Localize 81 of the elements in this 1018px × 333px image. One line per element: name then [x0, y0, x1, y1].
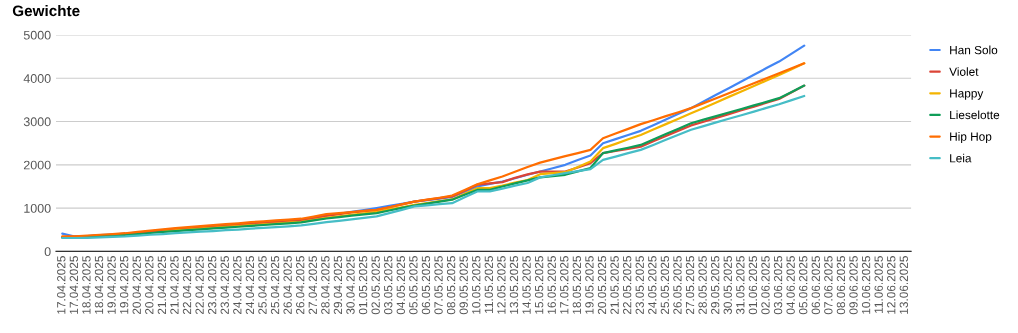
chart-title: Gewichte	[12, 5, 80, 17]
x-tick-label: 23.04.2025	[220, 256, 229, 315]
x-tick-label: 19.04.2025	[107, 256, 116, 314]
x-tick-label: 24.04.2025	[245, 256, 255, 315]
x-tick-label: 23.05.2025	[635, 256, 644, 315]
x-tick-label: 18.04.2025	[94, 256, 104, 314]
x-tick-label: 21.04.2025	[157, 256, 167, 315]
legend-label: Happy	[950, 89, 984, 100]
x-tick-label: 27.05.2025	[685, 256, 695, 315]
x-tick-label: 29.04.2025	[333, 256, 343, 315]
x-tick-label: 21.05.2025	[610, 256, 619, 315]
x-tick-label: 18.05.2025	[572, 256, 582, 314]
legend-label: Violet	[949, 67, 979, 76]
x-tick-label: 01.06.2025	[748, 256, 758, 315]
x-tick-label: 23.04.2025	[207, 256, 217, 315]
x-tick-label: 19.05.2025	[585, 256, 594, 314]
x-tick-label: 20.04.2025	[132, 256, 141, 315]
y-tick-label: 0	[44, 247, 51, 257]
x-tick-label: 11.06.2025	[874, 256, 883, 313]
x-tick-label: 01.05.2025	[358, 256, 368, 315]
x-tick-label: 03.05.2025	[384, 256, 393, 315]
x-tick-label: 09.06.2025	[849, 256, 858, 315]
x-tick-label: 10.05.2025	[472, 256, 481, 314]
y-tick-label: 4000	[23, 74, 51, 83]
x-tick-label: 26.04.2025	[296, 256, 305, 315]
x-tick-label: 14.05.2025	[522, 256, 531, 314]
x-tick-label: 06.05.2025	[421, 256, 431, 315]
y-tick-label: 3000	[23, 117, 51, 127]
x-tick-label: 22.04.2025	[195, 256, 204, 315]
x-tick-label: 27.04.2025	[308, 256, 317, 315]
legend-label: Han Solo	[950, 45, 998, 55]
x-tick-label: 20.04.2025	[145, 256, 154, 315]
x-tick-label: 04.06.2025	[786, 256, 795, 315]
x-tick-label: 26.04.2025	[283, 256, 292, 315]
x-tick-label: 15.05.2025	[534, 256, 544, 314]
x-tick-label: 25.05.2025	[660, 256, 670, 315]
x-tick-label: 12.05.2025	[497, 256, 506, 314]
x-tick-label: 28.04.2025	[321, 256, 330, 315]
x-tick-label: 03.06.2025	[773, 256, 783, 315]
x-tick-label: 20.05.2025	[597, 256, 607, 315]
x-tick-label: 09.05.2025	[459, 256, 468, 315]
x-tick-label: 22.05.2025	[622, 256, 632, 315]
x-tick-label: 30.04.2025	[346, 256, 355, 315]
x-tick-label: 19.04.2025	[119, 256, 129, 314]
x-tick-label: 22.04.2025	[182, 256, 192, 315]
x-tick-label: 10.06.2025	[861, 256, 871, 314]
x-tick-label: 16.05.2025	[547, 256, 556, 314]
legend-label: Leia	[950, 153, 972, 163]
x-tick-label: 28.05.2025	[698, 256, 707, 315]
legend-label: Lieselotte	[950, 110, 1000, 120]
x-tick-label: 12.06.2025	[887, 256, 896, 314]
x-tick-label: 17.04.2025	[69, 256, 79, 314]
x-tick-label: 13.06.2025	[899, 256, 908, 314]
x-tick-label: 08.06.2025	[836, 256, 846, 315]
x-tick-label: 24.04.2025	[233, 256, 242, 315]
y-tick-label: 5000	[23, 30, 51, 40]
x-tick-label: 17.05.2025	[560, 256, 569, 314]
legend-label: Hip Hop	[950, 132, 992, 144]
x-tick-label: 08.05.2025	[446, 256, 456, 315]
x-tick-label: 17.04.2025	[57, 256, 66, 314]
x-tick-label: 05.05.2025	[409, 256, 418, 315]
x-tick-label: 04.05.2025	[396, 256, 405, 315]
x-tick-label: 29.05.2025	[711, 256, 720, 315]
x-tick-label: 07.05.2025	[434, 256, 443, 315]
x-tick-label: 07.06.2025	[824, 256, 833, 315]
x-tick-label: 25.04.2025	[270, 256, 280, 315]
x-tick-label: 31.05.2025	[736, 256, 745, 315]
x-tick-label: 21.04.2025	[170, 256, 179, 315]
x-tick-label: 25.04.2025	[258, 256, 267, 315]
x-tick-label: 05.06.2025	[799, 256, 808, 315]
x-tick-label: 30.05.2025	[723, 256, 732, 315]
x-tick-label: 26.05.2025	[673, 256, 682, 315]
x-tick-label: 18.04.2025	[82, 256, 91, 314]
x-tick-label: 02.06.2025	[761, 256, 770, 315]
x-tick-label: 06.06.2025	[811, 256, 820, 315]
x-tick-label: 02.05.2025	[371, 256, 380, 315]
x-tick-label: 24.05.2025	[648, 256, 657, 315]
y-tick-label: 2000	[23, 160, 51, 170]
x-tick-label: 11.05.2025	[484, 256, 494, 313]
x-tick-label: 13.05.2025	[509, 256, 519, 314]
y-tick-label: 1000	[24, 203, 51, 213]
